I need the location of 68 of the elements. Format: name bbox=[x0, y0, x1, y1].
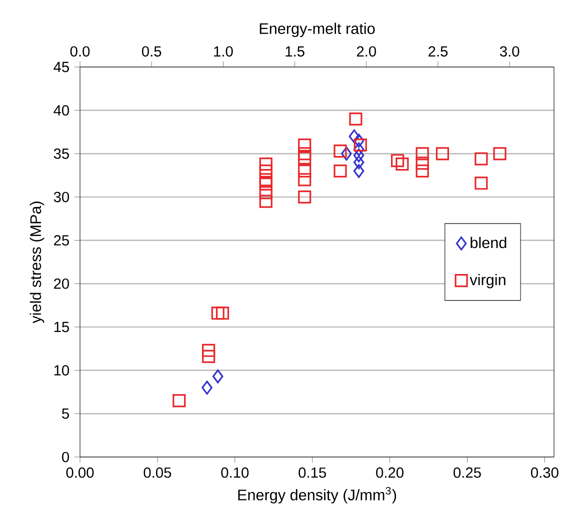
point bbox=[353, 142, 364, 156]
x-tick-label: 0.15 bbox=[298, 467, 326, 478]
y-tick-label: 40 bbox=[54, 105, 70, 116]
point bbox=[334, 164, 347, 178]
point bbox=[202, 344, 216, 357]
point bbox=[202, 380, 212, 395]
y-tick-label: 20 bbox=[54, 278, 70, 289]
point bbox=[298, 147, 312, 160]
point bbox=[349, 112, 362, 126]
point bbox=[493, 147, 506, 160]
legend-label: blend bbox=[470, 236, 506, 248]
point bbox=[211, 306, 224, 320]
x2-axis-title: Energy-melt ratio bbox=[260, 22, 375, 38]
point bbox=[298, 151, 312, 165]
point bbox=[474, 152, 488, 166]
point bbox=[474, 176, 488, 190]
point bbox=[259, 194, 272, 208]
point bbox=[391, 154, 404, 168]
y-tick-label: 25 bbox=[54, 235, 69, 246]
y-tick-label: 30 bbox=[54, 192, 70, 202]
x2-tick-label: 0.5 bbox=[142, 46, 162, 57]
x2-tick-label: 2.5 bbox=[428, 46, 448, 57]
point bbox=[298, 190, 312, 204]
y-tick-label: 35 bbox=[54, 148, 69, 159]
point bbox=[259, 186, 272, 200]
x2-tick-label: 1.0 bbox=[214, 46, 233, 57]
x-axis-title: Energy density (J/mm$^{3}$) bbox=[238, 486, 396, 504]
point bbox=[259, 164, 272, 178]
point bbox=[216, 306, 230, 320]
legend-label: virgin bbox=[470, 274, 506, 288]
point bbox=[259, 173, 272, 186]
point bbox=[353, 134, 364, 148]
x-tick-label: 0.10 bbox=[221, 467, 249, 478]
y-axis-title: yield stress (MPa) bbox=[30, 202, 44, 324]
point bbox=[212, 369, 224, 384]
point bbox=[348, 129, 360, 144]
x2-tick-label: 1.5 bbox=[286, 46, 304, 57]
point bbox=[353, 155, 364, 170]
point bbox=[202, 350, 216, 363]
point bbox=[298, 164, 312, 178]
point bbox=[298, 138, 312, 152]
point bbox=[298, 173, 312, 186]
point bbox=[416, 156, 429, 170]
point bbox=[396, 158, 409, 171]
y-tick-label: 5 bbox=[62, 408, 69, 419]
x-tick-label: 0.25 bbox=[454, 467, 481, 478]
point bbox=[416, 147, 429, 160]
point bbox=[334, 144, 347, 158]
x2-tick-label: 2.0 bbox=[356, 46, 376, 57]
x-tick-label: 0.20 bbox=[376, 467, 404, 478]
point bbox=[341, 146, 352, 161]
x-tick-label: 0.00 bbox=[66, 467, 94, 478]
x-tick-label: 0.30 bbox=[531, 467, 558, 478]
y-tick-label: 45 bbox=[54, 62, 69, 72]
point bbox=[436, 147, 450, 160]
x2-tick-label: 0.0 bbox=[70, 46, 90, 57]
point bbox=[354, 138, 367, 152]
point bbox=[259, 158, 272, 171]
y-tick-label: 10 bbox=[54, 365, 70, 376]
point bbox=[353, 148, 364, 162]
point bbox=[259, 177, 272, 191]
y-tick-label: 15 bbox=[54, 322, 69, 332]
y-tick-label: 0 bbox=[62, 452, 70, 462]
x-tick-label: 0.05 bbox=[144, 467, 172, 478]
point bbox=[353, 164, 364, 178]
point bbox=[172, 394, 186, 408]
point bbox=[416, 164, 429, 178]
x2-tick-label: 3.0 bbox=[500, 46, 520, 57]
